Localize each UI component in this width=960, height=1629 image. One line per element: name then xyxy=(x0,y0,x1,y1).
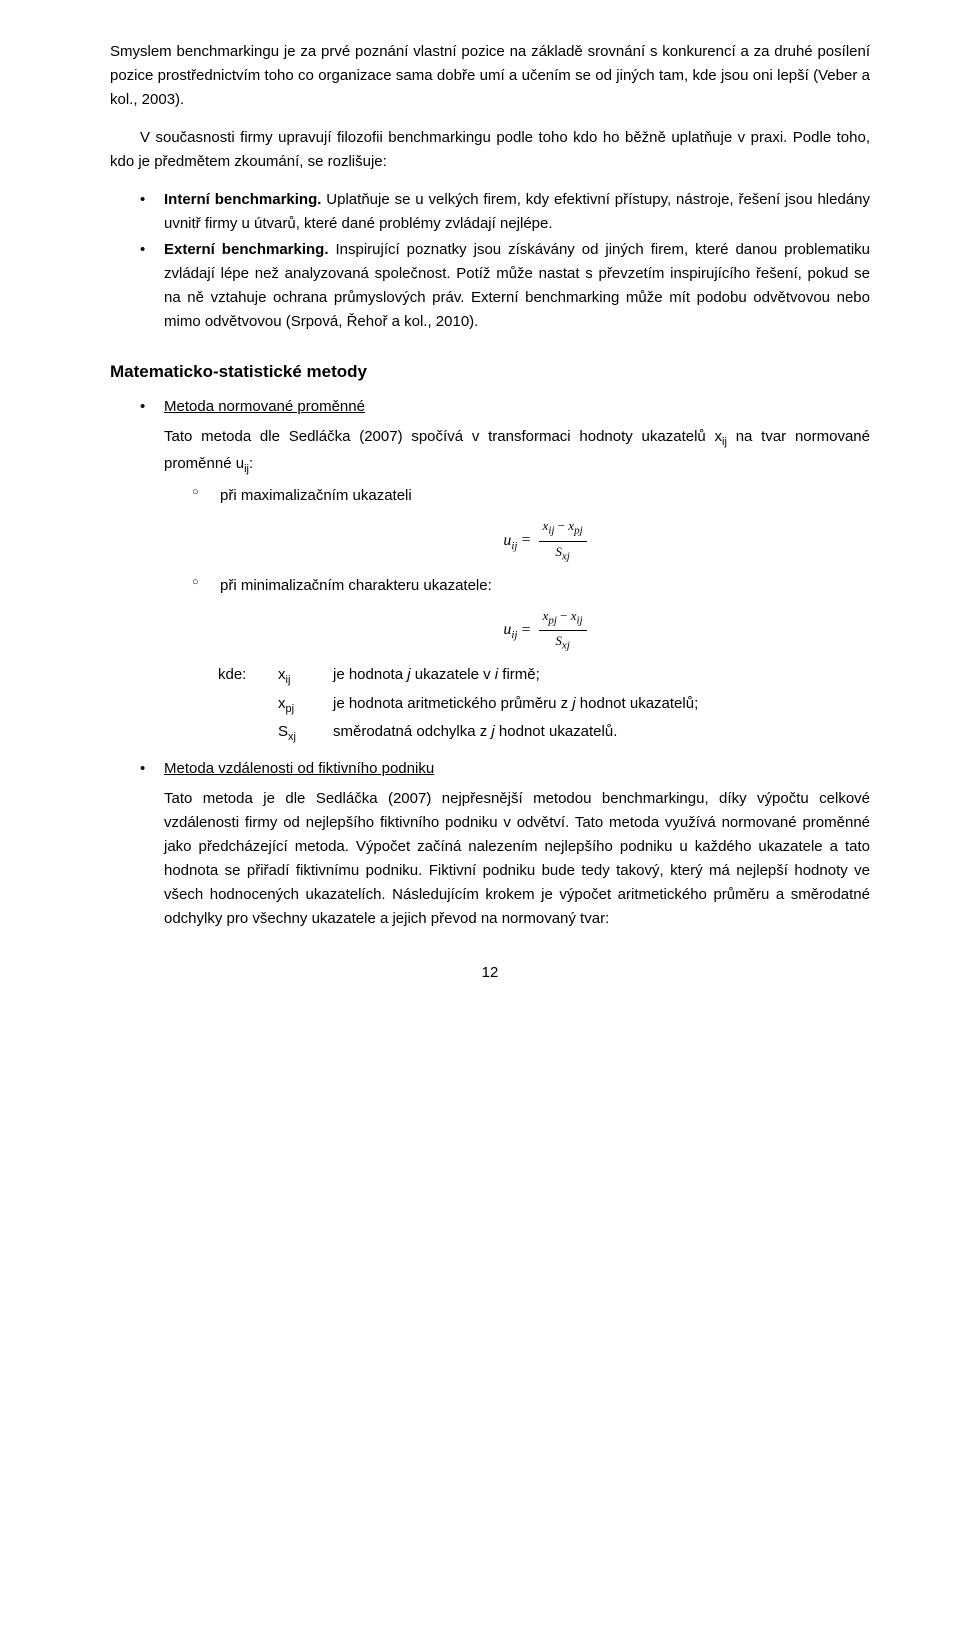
text: : xyxy=(249,455,253,472)
text: při minimalizačním charakteru ukazatele: xyxy=(220,577,492,594)
def-label xyxy=(218,692,278,719)
def-label: kde: xyxy=(218,663,278,690)
formula-min: uij = xpj − xijSxj xyxy=(220,606,870,655)
def-symbol: Sxj xyxy=(278,720,333,747)
def-label xyxy=(218,720,278,747)
def-text: je hodnota aritmetického průměru z j hod… xyxy=(333,692,870,719)
benchmarking-types-list: Interní benchmarking. Uplatňuje se u vel… xyxy=(140,188,870,334)
method-title: Metoda normované proměnné xyxy=(164,398,365,415)
def-row: Sxj směrodatná odchylka z j hodnot ukaza… xyxy=(218,720,870,747)
sub-list: při maximalizačním ukazateli uij = xij −… xyxy=(192,484,870,655)
list-item: Externí benchmarking. Inspirující poznat… xyxy=(140,238,870,334)
methods-list: Metoda normované proměnné Tato metoda dl… xyxy=(140,395,870,931)
def-symbol: xpj xyxy=(278,692,333,719)
formula-max: uij = xij − xpjSxj xyxy=(220,516,870,565)
def-row: xpj je hodnota aritmetického průměru z j… xyxy=(218,692,870,719)
def-symbol: xij xyxy=(278,663,333,690)
method-text: Tato metoda je dle Sedláčka (2007) nejpř… xyxy=(164,787,870,931)
definition-table: kde: xij je hodnota j ukazatele v i firm… xyxy=(218,663,870,747)
text: Smyslem benchmarkingu je za prvé poznání… xyxy=(110,43,870,108)
def-row: kde: xij je hodnota j ukazatele v i firm… xyxy=(218,663,870,690)
item-title: Interní benchmarking. xyxy=(164,191,321,208)
list-item: Metoda normované proměnné Tato metoda dl… xyxy=(140,395,870,747)
sub-list-item: při maximalizačním ukazateli uij = xij −… xyxy=(192,484,870,565)
def-text: je hodnota j ukazatele v i firmě; xyxy=(333,663,870,690)
sub-list-item: při minimalizačním charakteru ukazatele:… xyxy=(192,574,870,655)
def-text: směrodatná odchylka z j hodnot ukazatelů… xyxy=(333,720,870,747)
intro-paragraph-2: V současnosti firmy upravují filozofii b… xyxy=(110,126,870,174)
section-heading: Matematicko-statistické metody xyxy=(110,358,870,385)
item-title: Externí benchmarking. xyxy=(164,241,329,258)
page-number: 12 xyxy=(110,961,870,985)
text: V současnosti firmy upravují filozofii b… xyxy=(110,129,870,170)
text: při maximalizačním ukazateli xyxy=(220,487,412,504)
text: Tato metoda dle Sedláčka (2007) spočívá … xyxy=(164,428,722,445)
method-title: Metoda vzdálenosti od fiktivního podniku xyxy=(164,760,434,777)
list-item: Interní benchmarking. Uplatňuje se u vel… xyxy=(140,188,870,236)
intro-paragraph-1: Smyslem benchmarkingu je za prvé poznání… xyxy=(110,40,870,112)
list-item: Metoda vzdálenosti od fiktivního podniku… xyxy=(140,757,870,931)
